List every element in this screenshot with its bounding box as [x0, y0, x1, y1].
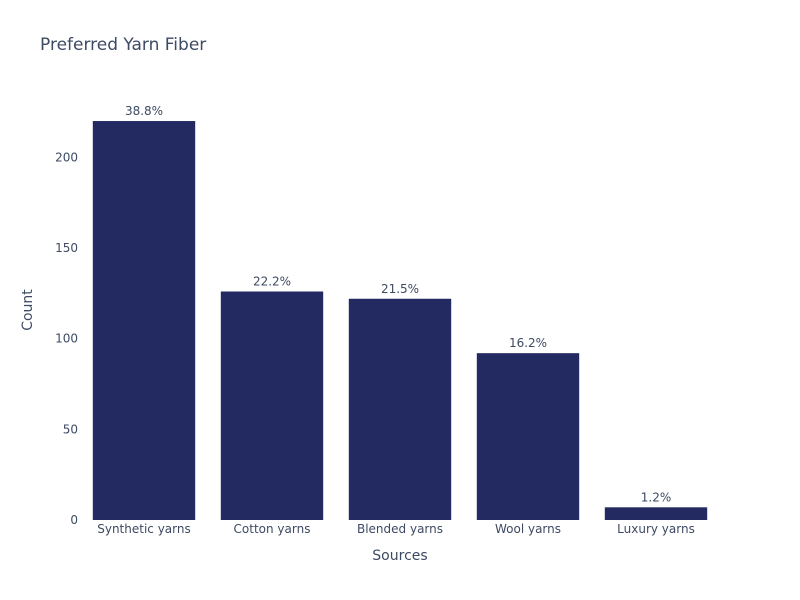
bar[interactable]: [476, 353, 580, 520]
bar-data-label: 21.5%: [381, 282, 419, 296]
bar[interactable]: [92, 121, 196, 521]
x-tick-label: Cotton yarns: [234, 522, 311, 536]
bar-data-label: 1.2%: [641, 490, 672, 504]
y-tick-label: 0: [70, 513, 78, 527]
x-tick-label: Wool yarns: [495, 522, 561, 536]
bar[interactable]: [604, 507, 708, 520]
y-tick-label: 50: [63, 422, 78, 436]
x-tick-label: Blended yarns: [357, 522, 443, 536]
x-axis-title: Sources: [372, 548, 427, 564]
y-axis-title: Count: [20, 289, 36, 331]
y-tick-label: 150: [55, 241, 78, 255]
bars: [92, 121, 708, 521]
y-tick-label: 200: [55, 150, 78, 164]
data-labels: 38.8% 22.2% 21.5% 16.2% 1.2%: [125, 104, 671, 504]
bar-data-label: 38.8%: [125, 104, 163, 118]
bar-data-label: 22.2%: [253, 275, 291, 289]
x-axis: Synthetic yarns Cotton yarns Blended yarns…: [97, 522, 695, 536]
x-tick-label: Luxury yarns: [617, 522, 695, 536]
x-tick-label: Synthetic yarns: [97, 522, 191, 536]
y-tick-label: 100: [55, 332, 78, 346]
bar[interactable]: [348, 298, 452, 520]
bar[interactable]: [220, 291, 324, 520]
chart-title: Preferred Yarn Fiber: [40, 35, 206, 55]
y-axis: 0 50 100 150 200: [55, 150, 78, 527]
bar-data-label: 16.2%: [509, 336, 547, 350]
